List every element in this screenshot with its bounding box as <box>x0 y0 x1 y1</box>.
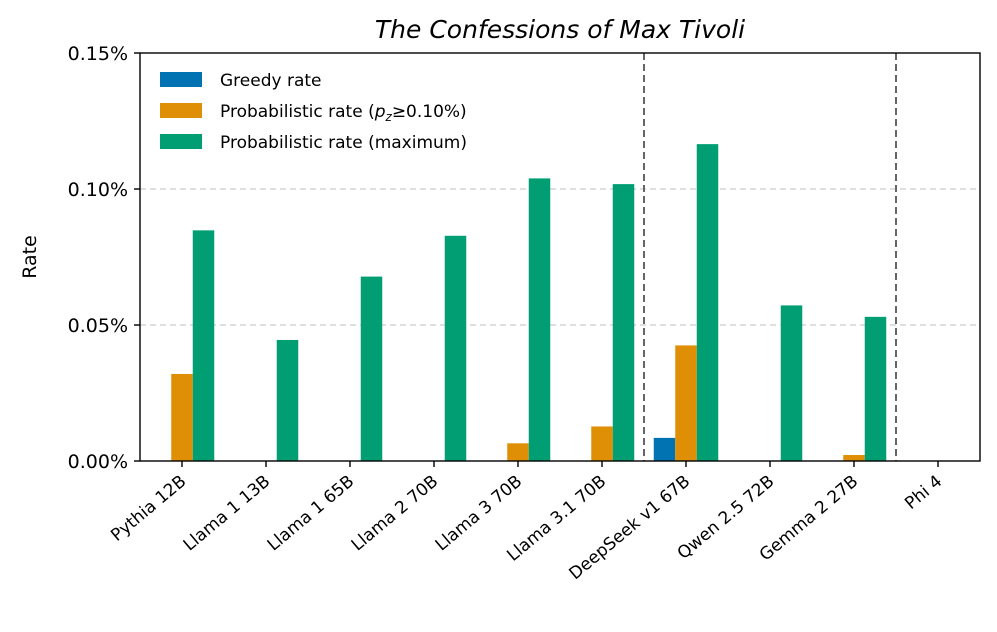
bar <box>276 339 299 461</box>
y-ticks: 0.00% 0.05% 0.10% 0.15% <box>68 43 140 473</box>
legend-label-prefix: Probabilistic rate ( <box>220 102 375 122</box>
y-axis-label: Rate <box>19 235 41 279</box>
legend-label: Probabilistic rate (pz≥0.10%) <box>220 102 467 124</box>
legend-label: Greedy rate <box>220 71 322 91</box>
bar <box>612 184 635 461</box>
bar <box>360 276 383 461</box>
x-tick-label: Pythia 12B <box>107 472 190 546</box>
legend-label-symbol: p <box>374 102 386 122</box>
y-tick-label: 0.10% <box>68 179 128 201</box>
bar <box>192 230 215 461</box>
bar <box>864 316 887 461</box>
x-tick-label: Llama 2 70B <box>348 472 442 556</box>
bar <box>780 305 803 461</box>
gridlines <box>140 188 980 326</box>
group-separators <box>643 53 897 461</box>
bars <box>171 144 887 461</box>
bar <box>653 437 676 461</box>
bar <box>843 455 865 461</box>
bar <box>591 426 613 461</box>
legend-swatch <box>160 134 202 149</box>
legend-label-suffix: ≥0.10%) <box>392 102 467 122</box>
bar <box>696 144 719 461</box>
legend-swatch <box>160 72 202 87</box>
legend-label: Probabilistic rate (maximum) <box>220 133 467 153</box>
y-tick-label: 0.05% <box>68 315 128 337</box>
legend-label-subscript: z <box>385 110 393 124</box>
y-tick-label: 0.15% <box>68 43 128 65</box>
x-tick-label: Phi 4 <box>901 472 946 514</box>
legend: Greedy rate Probabilistic rate (pz≥0.10%)… <box>160 71 467 153</box>
legend-swatch <box>160 103 202 118</box>
bar <box>528 178 551 461</box>
bar <box>444 235 467 461</box>
chart-title: The Confessions of Max Tivoli <box>375 15 745 44</box>
y-tick-label: 0.00% <box>68 451 128 473</box>
x-tick-label: Llama 1 65B <box>264 472 358 556</box>
bar <box>675 345 697 461</box>
bar <box>507 443 529 461</box>
bar <box>171 373 193 461</box>
x-tick-label: Llama 1 13B <box>180 472 274 556</box>
plot-frame <box>139 52 981 462</box>
